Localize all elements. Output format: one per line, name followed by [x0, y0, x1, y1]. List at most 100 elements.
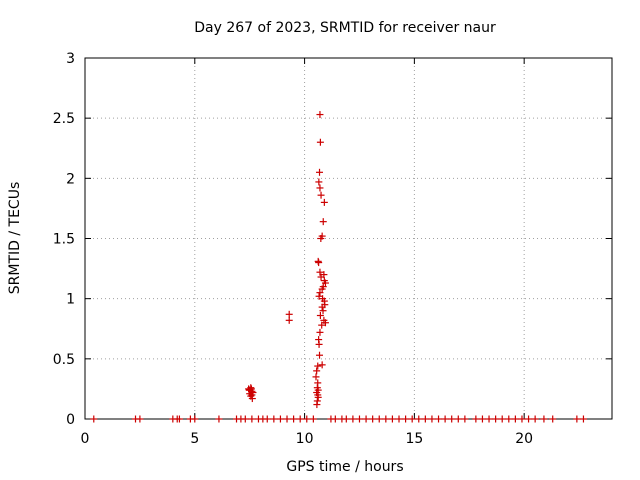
data-point	[316, 111, 324, 119]
data-points	[90, 111, 587, 423]
x-tick-label: 5	[190, 431, 199, 447]
data-point	[492, 415, 500, 423]
data-point	[315, 178, 323, 186]
data-point	[309, 415, 317, 423]
data-point	[342, 415, 350, 423]
data-point	[540, 415, 548, 423]
data-point	[461, 415, 469, 423]
data-point	[241, 415, 249, 423]
data-point	[318, 321, 326, 329]
data-point	[316, 351, 324, 359]
data-point	[525, 415, 533, 423]
data-point	[314, 362, 322, 370]
data-point	[579, 415, 587, 423]
data-point	[349, 415, 357, 423]
y-tick-label: 0.5	[53, 352, 75, 368]
data-point	[318, 285, 326, 293]
data-point	[276, 415, 284, 423]
data-point	[428, 415, 436, 423]
data-point	[375, 415, 383, 423]
y-tick-label: 3	[66, 51, 75, 67]
data-point	[315, 292, 323, 300]
data-point	[313, 401, 321, 409]
x-tick-label: 15	[405, 431, 423, 447]
x-axis-label: GPS time / hours	[286, 459, 403, 475]
data-point	[573, 415, 581, 423]
data-point	[531, 415, 539, 423]
y-tick-label: 2	[66, 171, 75, 187]
data-point	[402, 415, 410, 423]
data-point	[511, 415, 519, 423]
data-point	[441, 415, 449, 423]
data-point	[518, 415, 526, 423]
data-point	[312, 373, 320, 381]
data-point	[319, 307, 327, 315]
data-point	[321, 319, 329, 327]
data-point	[472, 415, 480, 423]
data-point	[319, 218, 327, 226]
data-point	[316, 328, 324, 336]
data-point	[408, 415, 416, 423]
data-point	[316, 184, 324, 192]
data-point	[317, 273, 325, 281]
data-point	[191, 415, 199, 423]
x-tick-label: 10	[296, 431, 314, 447]
data-point	[290, 415, 298, 423]
y-tick-label: 2.5	[53, 111, 75, 127]
data-point	[382, 415, 390, 423]
data-point	[318, 303, 326, 311]
x-tick-label: 20	[515, 431, 533, 447]
data-point	[296, 415, 304, 423]
data-point	[270, 415, 278, 423]
data-point	[395, 415, 403, 423]
plot-frame	[84, 57, 613, 420]
data-point	[485, 415, 493, 423]
data-point	[498, 415, 506, 423]
data-point	[316, 289, 324, 297]
y-tick-label: 1.5	[53, 232, 75, 248]
data-point	[285, 316, 293, 324]
data-point	[318, 361, 326, 369]
data-point	[90, 415, 98, 423]
data-point	[316, 138, 324, 146]
data-point	[454, 415, 462, 423]
data-point	[215, 415, 223, 423]
data-point	[316, 168, 324, 176]
y-tick-label: 1	[66, 292, 75, 308]
data-point	[415, 415, 423, 423]
data-point	[175, 415, 183, 423]
data-point	[505, 415, 513, 423]
data-point	[421, 415, 429, 423]
data-point	[369, 415, 377, 423]
data-point	[331, 415, 339, 423]
data-point	[478, 415, 486, 423]
data-point	[263, 415, 271, 423]
data-point	[248, 415, 256, 423]
data-point	[315, 340, 323, 348]
data-point	[317, 191, 325, 199]
data-point	[435, 415, 443, 423]
data-point	[448, 415, 456, 423]
data-point	[316, 312, 324, 320]
data-point	[136, 415, 144, 423]
data-point	[388, 415, 396, 423]
y-tick-label: 0	[66, 412, 75, 428]
data-point	[316, 268, 324, 276]
data-point	[321, 279, 329, 287]
data-point	[283, 415, 291, 423]
data-point	[320, 198, 328, 206]
axis-ticks: 0 5 10 15 20 0 0.5 1 1.5 2 2.5 3	[53, 51, 612, 447]
y-axis-label: SRMTID / TECUs	[7, 182, 23, 295]
data-point	[247, 385, 255, 393]
data-point	[314, 393, 322, 401]
data-point	[549, 415, 557, 423]
data-point	[303, 415, 311, 423]
data-point	[285, 310, 293, 318]
data-point	[248, 395, 256, 403]
data-point	[318, 232, 326, 240]
data-point	[315, 259, 323, 267]
data-point	[355, 415, 363, 423]
x-tick-label: 0	[81, 431, 90, 447]
chart-title: Day 267 of 2023, SRMTID for receiver nau…	[194, 20, 496, 36]
